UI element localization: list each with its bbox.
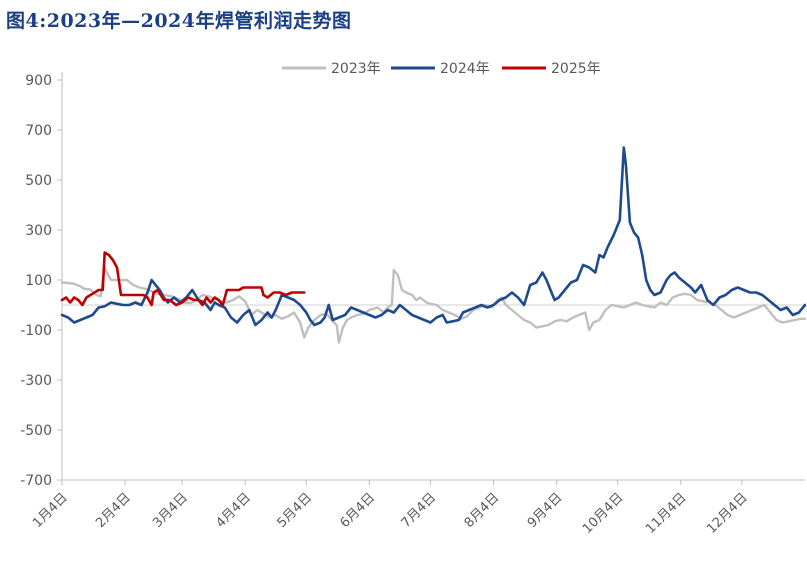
x-tick-label: 5月4日	[274, 490, 315, 531]
y-tick-label: 700	[25, 123, 52, 139]
y-tick-label: 500	[25, 173, 52, 189]
series-line-3	[60, 251, 306, 307]
y-tick-label: -100	[20, 323, 52, 339]
y-tick-label: -300	[20, 373, 52, 389]
legend: 2023年 2024年 2025年	[282, 61, 601, 77]
x-tick-label: 11月4日	[643, 490, 690, 537]
x-tick-label: 10月4日	[580, 490, 627, 537]
y-tick-label: 300	[25, 223, 52, 239]
legend-label-1: 2023年	[331, 61, 381, 77]
x-tick-label: 1月4日	[30, 490, 71, 531]
x-tick-label: 12月4日	[704, 490, 751, 537]
x-tick-label: 4月4日	[213, 490, 254, 531]
y-tick-label: -700	[20, 473, 52, 489]
series-group	[60, 146, 807, 344]
y-tick-label: 900	[25, 73, 52, 89]
legend-label-3: 2025年	[551, 61, 601, 77]
y-tick-label: 100	[25, 273, 52, 289]
y-tick-label: -500	[20, 423, 52, 439]
x-tick-label: 9月4日	[525, 490, 566, 531]
x-tick-label: 3月4日	[150, 490, 191, 531]
x-tick-label: 8月4日	[462, 490, 503, 531]
series-line-2	[60, 146, 807, 327]
x-tick-label: 7月4日	[399, 490, 440, 531]
x-tick-label: 6月4日	[338, 490, 379, 531]
chart-title: 图4:2023年—2024年焊管利润走势图	[6, 10, 352, 32]
legend-label-2: 2024年	[440, 61, 490, 77]
x-tick-label: 2月4日	[93, 490, 134, 531]
